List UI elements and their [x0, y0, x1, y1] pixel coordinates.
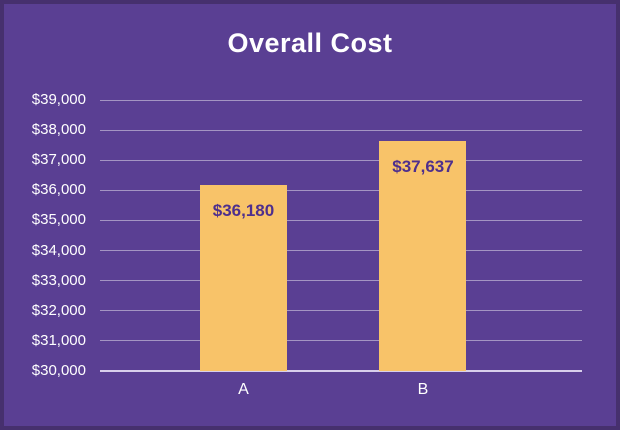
bar-b: $37,637 — [379, 141, 467, 371]
y-tick-label: $32,000 — [31, 301, 86, 319]
y-tick-label: $36,000 — [31, 181, 86, 199]
x-tick-label: B — [417, 381, 429, 398]
y-tick-label: $38,000 — [31, 121, 86, 139]
gridline — [100, 340, 582, 342]
y-tick-label: $35,000 — [31, 211, 86, 229]
y-axis-labels: $39,000 $38,000 $37,000 $36,000 $35,000 $34,0… — [4, 91, 86, 379]
y-tick-label: $34,000 — [31, 241, 86, 259]
gridline — [100, 280, 582, 282]
chart-title: Overall Cost — [227, 28, 393, 58]
y-tick-label: $31,000 — [31, 331, 86, 349]
y-tick-label: $33,000 — [31, 271, 86, 289]
y-tick-label: $37,000 — [31, 151, 86, 169]
bar-value-label: $36,180 — [212, 200, 275, 220]
x-tick-label: A — [238, 381, 249, 398]
gridline — [100, 99, 582, 101]
gridline — [100, 219, 582, 221]
plot-area: $36,180 $37,637 — [100, 99, 582, 372]
gridline — [100, 250, 582, 252]
gridline — [100, 189, 582, 191]
gridline — [100, 129, 582, 131]
bar-a: $36,180 — [199, 184, 287, 371]
gridline — [100, 159, 582, 161]
y-tick-label: $39,000 — [31, 91, 86, 108]
bar-value-label: $37,637 — [392, 157, 454, 177]
gridline — [100, 310, 582, 312]
y-tick-label: $30,000 — [31, 362, 86, 379]
x-axis-line — [100, 370, 582, 372]
